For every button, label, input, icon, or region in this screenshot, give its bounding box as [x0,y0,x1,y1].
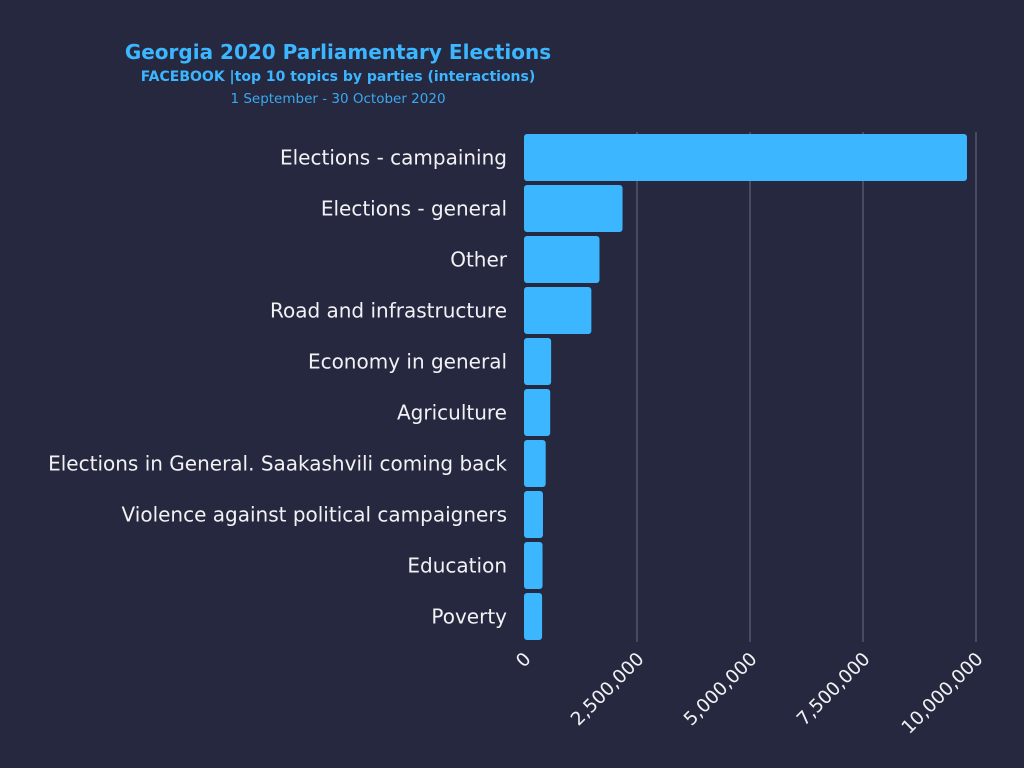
category-label: Elections in General. Saakashvili coming… [48,452,507,476]
category-label: Road and infrastructure [270,299,507,323]
bar [524,134,967,181]
category-label: Violence against political campaigners [122,503,507,527]
x-tick-label: 2,500,000 [567,649,648,730]
category-label: Economy in general [308,350,507,374]
chart-daterange: 1 September - 30 October 2020 [230,91,446,107]
gridlines [636,132,977,642]
category-label: Elections - campaining [280,146,507,170]
x-axis-tick-labels: 0 2,500,000 5,000,000 7,500,000 10,000,000 [512,649,987,739]
bar [524,491,543,538]
chart-title: Georgia 2020 Parliamentary Elections [124,40,552,64]
category-label: Education [407,554,507,578]
bar [524,338,552,385]
category-labels: Elections - campaining Elections - genera… [48,146,508,629]
bar [524,236,600,283]
x-tick-label: 10,000,000 [898,649,988,739]
bar [524,389,551,436]
x-tick-label: 0 [512,649,535,672]
category-label: Other [450,248,508,272]
category-label: Agriculture [397,401,507,425]
bars [524,134,967,640]
bar [524,440,546,487]
chart-subtitle: FACEBOOK |top 10 topics by parties (inte… [140,69,536,85]
x-tick-label: 5,000,000 [680,649,761,730]
bar [524,287,592,334]
category-label: Poverty [431,605,507,629]
x-tick-label: 7,500,000 [793,649,874,730]
bar [524,593,543,640]
bar [524,542,543,589]
category-label: Elections - general [321,197,507,221]
bar [524,185,623,232]
chart-header: Georgia 2020 Parliamentary Elections FAC… [0,38,676,110]
